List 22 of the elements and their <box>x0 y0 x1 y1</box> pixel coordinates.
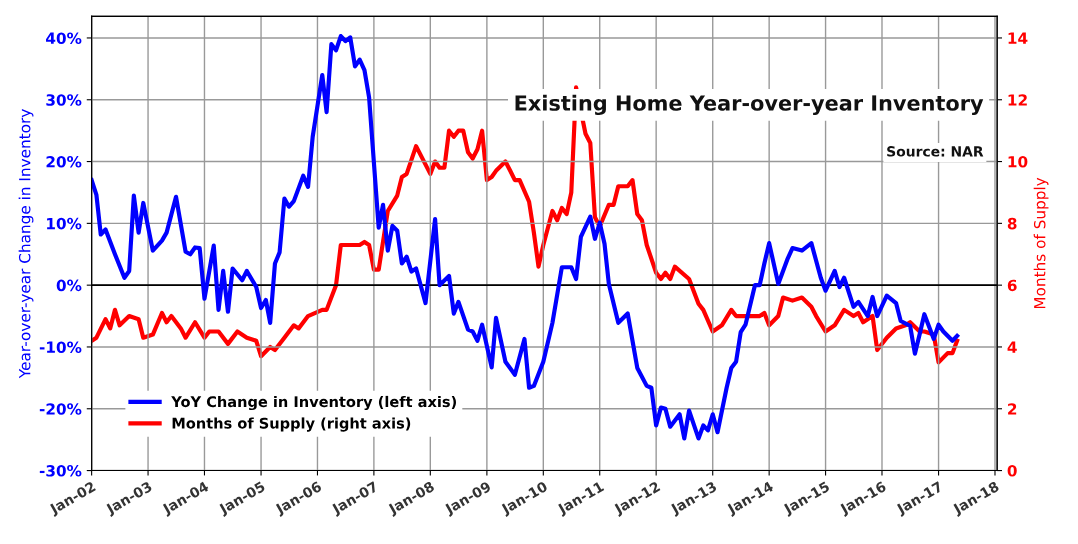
legend-label: Months of Supply (right axis) <box>172 417 411 432</box>
y-tick-label: 0% <box>56 279 82 292</box>
y2-tick-label: 14 <box>1008 32 1028 44</box>
y-tick-label: -30% <box>39 465 82 477</box>
annotation: Source: NAR <box>887 146 984 157</box>
legend-label: YoY Change in Inventory (left axis) <box>171 395 456 411</box>
y-tick-label: 40% <box>46 32 82 44</box>
y2-axis-title: Months of Supply <box>1033 177 1049 309</box>
y-axis-title: Year-over-year Change in Inventory <box>18 109 34 379</box>
y-tick-label: 10% <box>47 217 82 230</box>
y2-tick-label: 10 <box>1008 156 1028 168</box>
y2-tick-label: 4 <box>1007 341 1017 353</box>
y2-tick-label: 6 <box>1007 279 1017 292</box>
y2-tick-label: 0 <box>1007 465 1017 477</box>
y-tick-label: 30% <box>46 94 82 106</box>
y2-tick-label: 12 <box>1008 94 1027 106</box>
y2-tick-label: 8 <box>1007 217 1017 230</box>
y-tick-label: -20% <box>39 403 82 415</box>
y-tick-label: -10% <box>39 341 82 353</box>
y2-tick-label: 2 <box>1008 403 1017 415</box>
y-tick-label: 20% <box>46 156 82 168</box>
text: Existing Home Year-over-year Inventory <box>515 94 984 116</box>
